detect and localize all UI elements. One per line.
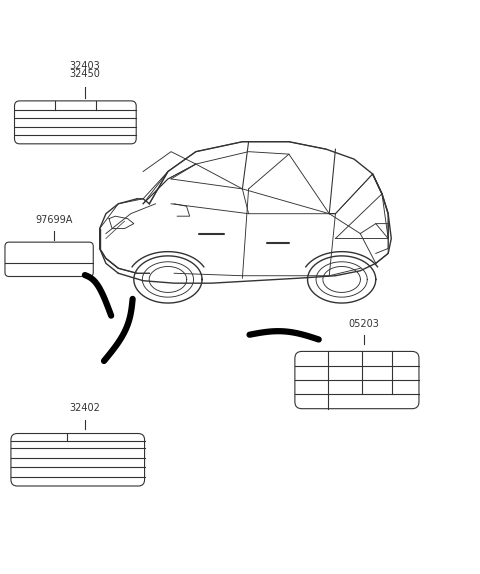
FancyBboxPatch shape bbox=[14, 101, 136, 144]
Text: 05203: 05203 bbox=[348, 319, 380, 329]
FancyBboxPatch shape bbox=[295, 351, 419, 409]
FancyBboxPatch shape bbox=[11, 433, 144, 486]
Text: 97699A: 97699A bbox=[35, 215, 72, 225]
Text: 32402: 32402 bbox=[70, 404, 100, 413]
FancyBboxPatch shape bbox=[5, 242, 93, 277]
Text: 32450: 32450 bbox=[70, 69, 100, 79]
Text: 32403: 32403 bbox=[70, 61, 100, 71]
